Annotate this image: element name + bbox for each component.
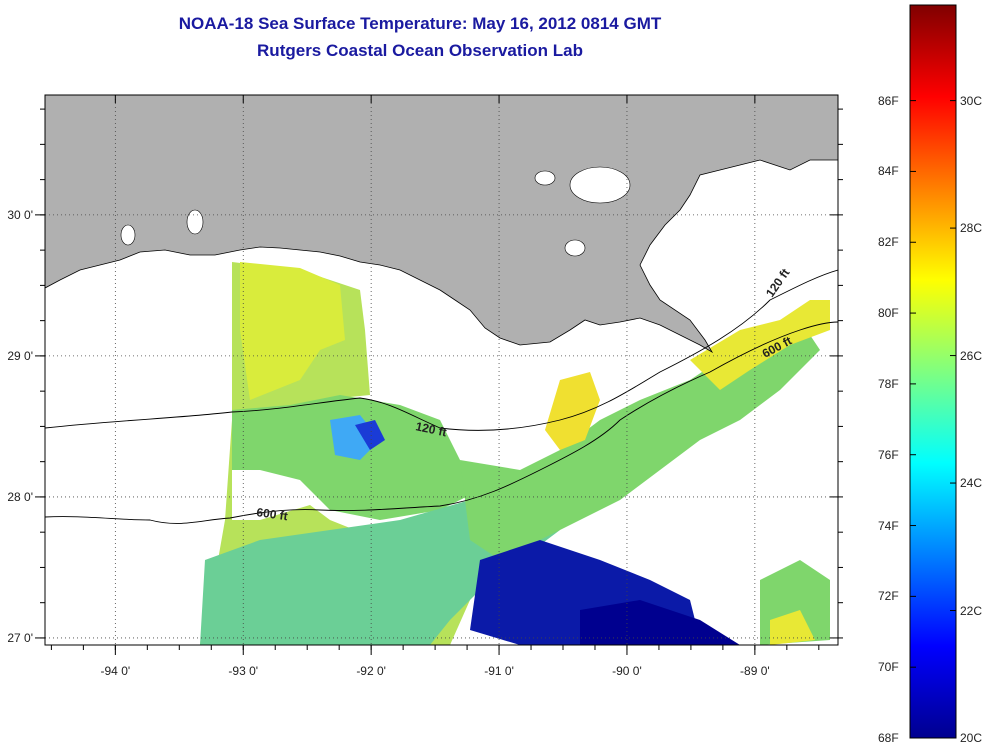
- colorbar-fahrenheit-label: 86F: [878, 93, 899, 108]
- contour-label-600ft-west: 600 ft: [256, 505, 289, 523]
- x-tick-label: -92 0': [356, 664, 386, 678]
- colorbar-fahrenheit-label: 72F: [878, 589, 899, 604]
- sst-yellow-west: [240, 262, 345, 400]
- colorbar-fahrenheit-label: 70F: [878, 660, 899, 675]
- grid-lines: [45, 95, 838, 645]
- map-layers: [45, 95, 838, 645]
- colorbar-ticks: [910, 100, 956, 739]
- x-tick-label: -94 0': [101, 664, 131, 678]
- sst-yellow-east: [690, 300, 830, 390]
- colorbar-celsius-label: 30C: [960, 93, 983, 108]
- map-title-line-1: NOAA-18 Sea Surface Temperature: May 16,…: [178, 14, 662, 33]
- map-title-line-2: Rutgers Coastal Ocean Observation Lab: [257, 41, 583, 60]
- lake-maurepas: [534, 170, 556, 186]
- lake-calcasieu: [120, 224, 136, 246]
- lake-borgne: [564, 239, 586, 257]
- y-tick-label: 27 0': [7, 631, 33, 645]
- axis-tick-labels: -94 0' -93 0' -92 0' -91 0' -90 0' -89 0' 27 0…: [7, 208, 769, 678]
- colorbar-celsius-label: 22C: [960, 603, 983, 618]
- colorbar-celsius-label: 26C: [960, 348, 983, 363]
- y-tick-label: 29 0': [7, 349, 33, 363]
- colorbar-fahrenheit-label: 68F: [878, 731, 899, 745]
- lake-east: [753, 177, 797, 213]
- colorbar-celsius-label: 28C: [960, 221, 983, 236]
- colorbar-celsius-label: 24C: [960, 476, 983, 491]
- axis-ticks: [35, 95, 843, 655]
- sst-blue-patch-se: [580, 600, 740, 645]
- contour-600ft-line: [45, 321, 838, 524]
- colorbar-fahrenheit-label: 78F: [878, 376, 899, 391]
- lake-pontchartrain: [569, 166, 631, 204]
- sst-blue-west: [355, 420, 385, 450]
- plot-frame: [44, 94, 839, 646]
- x-tick-label: -93 0': [228, 664, 258, 678]
- colorbar-fahrenheit-label: 82F: [878, 235, 899, 250]
- colorbar-celsius-label: 20C: [960, 731, 983, 745]
- x-tick-label: -89 0': [740, 664, 770, 678]
- colorbar-fahrenheit-label: 80F: [878, 306, 899, 321]
- y-tick-label: 30 0': [7, 208, 33, 222]
- colorbar-fahrenheit-label: 74F: [878, 518, 899, 533]
- x-tick-label: -91 0': [484, 664, 514, 678]
- colorbar-fahrenheit-label: 84F: [878, 164, 899, 179]
- lake-salvador: [186, 209, 204, 235]
- x-tick-label: -90 0': [612, 664, 642, 678]
- y-tick-label: 28 0': [7, 490, 33, 504]
- sst-yellow-se: [770, 610, 815, 645]
- colorbar-fahrenheit-label: 76F: [878, 447, 899, 462]
- sst-data-layer: [200, 218, 830, 645]
- contour-120ft-line: [45, 269, 838, 431]
- lake-east-2: [700, 205, 740, 225]
- colorbar: [909, 4, 957, 739]
- contour-label-120ft-west: 120 ft: [414, 419, 448, 439]
- sst-yellow-ridge: [545, 372, 600, 450]
